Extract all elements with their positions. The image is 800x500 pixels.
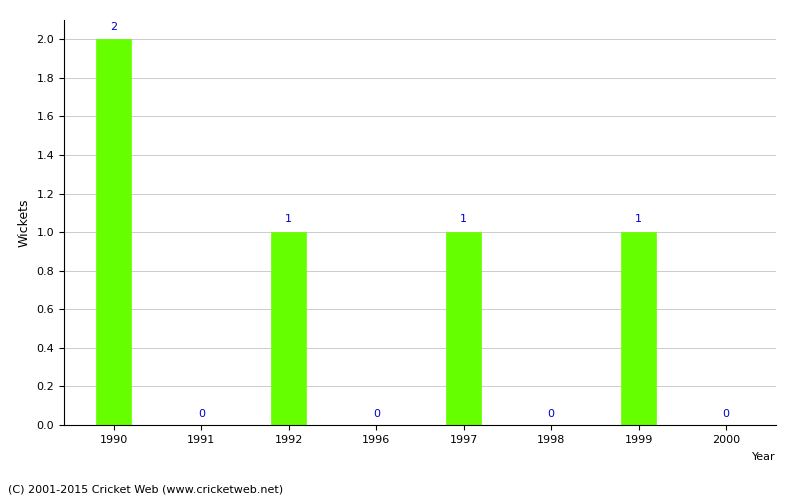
Text: Year: Year	[752, 452, 776, 462]
Bar	[621, 232, 656, 425]
Text: 0: 0	[373, 409, 380, 419]
Text: 0: 0	[548, 409, 554, 419]
Y-axis label: Wickets: Wickets	[18, 198, 31, 246]
Text: 1: 1	[460, 214, 467, 224]
Text: (C) 2001-2015 Cricket Web (www.cricketweb.net): (C) 2001-2015 Cricket Web (www.cricketwe…	[8, 485, 283, 495]
Bar	[271, 232, 306, 425]
Text: 1: 1	[286, 214, 292, 224]
Text: 0: 0	[722, 409, 730, 419]
Text: 0: 0	[198, 409, 205, 419]
Text: 1: 1	[635, 214, 642, 224]
Bar	[446, 232, 482, 425]
Text: 2: 2	[110, 22, 118, 32]
Bar	[96, 40, 131, 425]
